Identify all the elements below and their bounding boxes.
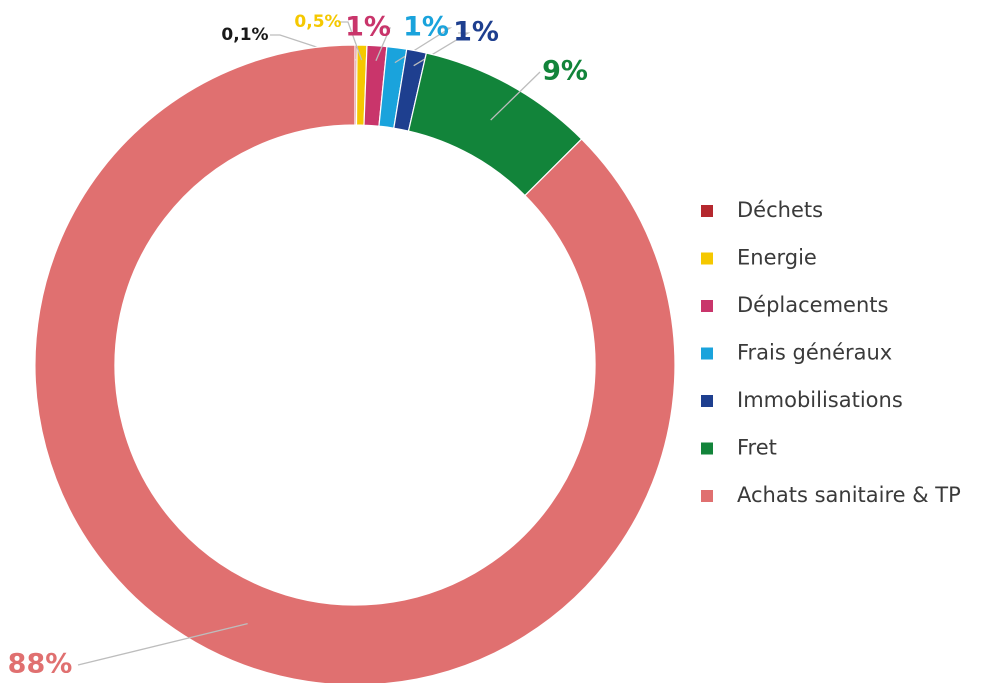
legend-swatch xyxy=(701,252,713,265)
data-label: 0,1% xyxy=(221,25,268,45)
leader-line xyxy=(77,622,248,666)
data-label: 0,5% xyxy=(294,12,341,32)
legend-label: Déplacements xyxy=(737,293,888,317)
data-label: 1% xyxy=(453,17,499,48)
legend-label: Immobilisations xyxy=(737,388,903,412)
leader-line xyxy=(375,27,391,61)
data-label: 1% xyxy=(403,12,449,43)
legend-swatch xyxy=(701,205,713,217)
leader-line xyxy=(490,71,541,121)
legend-label: Achats sanitaire & TP xyxy=(737,483,961,507)
legend-swatch xyxy=(701,395,713,407)
leader-line xyxy=(338,21,363,61)
legend-label: Fret xyxy=(737,436,777,460)
legend-swatch xyxy=(701,300,713,312)
data-label: 1% xyxy=(345,12,391,43)
legend-swatch xyxy=(701,490,713,502)
legend-swatch xyxy=(701,347,713,360)
data-label: 88% xyxy=(8,649,73,680)
data-label: 9% xyxy=(542,56,588,87)
donut-slice xyxy=(34,44,676,686)
legend-label: Déchets xyxy=(737,198,823,222)
legend-label: Energie xyxy=(737,246,817,270)
legend-label: Frais généraux xyxy=(737,341,892,365)
legend-swatch xyxy=(701,442,713,455)
